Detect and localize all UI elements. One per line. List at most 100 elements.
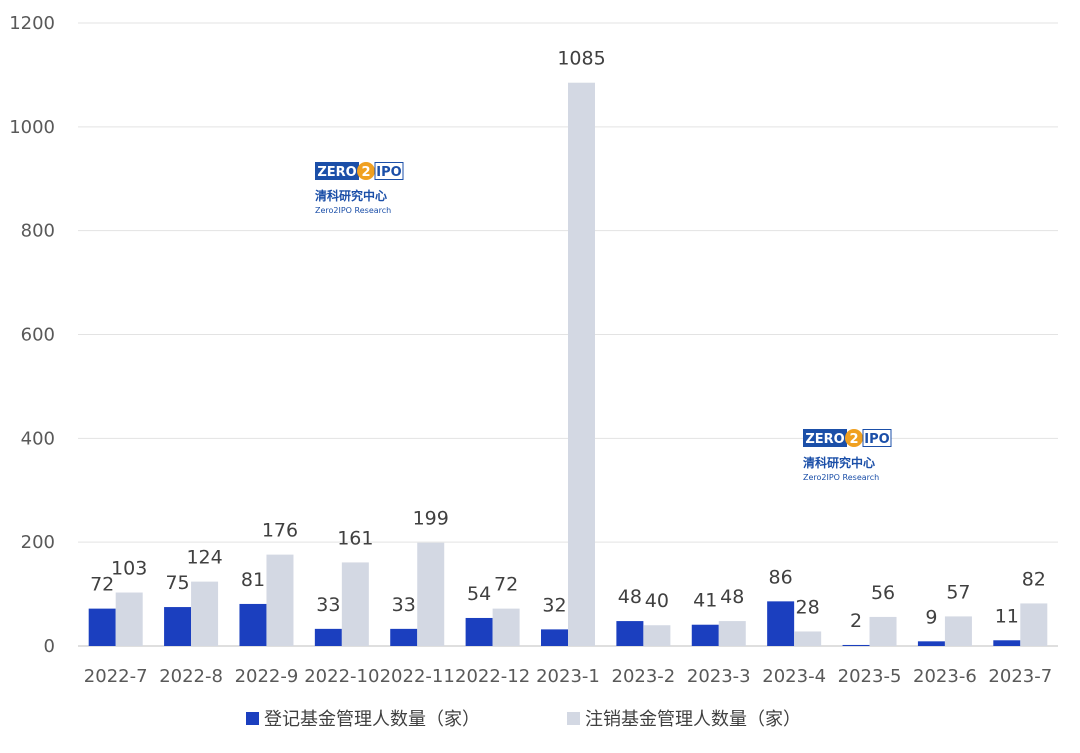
x-tick-label: 2022-8 (159, 666, 223, 687)
data-label: 199 (413, 508, 449, 530)
data-label: 2 (850, 610, 862, 632)
bar-registered (164, 607, 192, 646)
logo-text-left: ZERO (805, 432, 844, 447)
y-tick-label: 1200 (9, 13, 55, 34)
x-tick-label: 2023-7 (988, 666, 1052, 687)
y-axis: 0 200 400 600 800 1000 1200 (9, 13, 55, 657)
legend: 登记基金管理人数量（家） 注销基金管理人数量（家） (246, 709, 801, 730)
bar-deregistered (869, 616, 897, 646)
bar-deregistered (191, 581, 219, 646)
logo-text-right: IPO (376, 165, 401, 180)
data-label: 9 (925, 606, 937, 628)
logo-box-left (315, 162, 359, 180)
logo-text-left: ZERO (317, 165, 356, 180)
bar-deregistered (266, 554, 294, 646)
bar-registered (314, 628, 342, 646)
data-label: 54 (467, 583, 491, 605)
logo-cn-text: 清科研究中心 (803, 455, 875, 470)
x-tick-label: 2023-4 (762, 666, 826, 687)
data-label: 161 (337, 527, 373, 549)
bars (88, 82, 1048, 647)
x-tick-label: 2023-3 (687, 666, 751, 687)
watermark-logo: ZERO 2 IPO 清科研究中心 Zero2IPO Research (315, 162, 404, 215)
bar-deregistered (718, 621, 746, 646)
data-label: 72 (90, 574, 114, 596)
y-tick-label: 200 (21, 532, 55, 553)
bar-deregistered (1020, 603, 1048, 646)
data-label: 81 (241, 569, 265, 591)
logo-en-text: Zero2IPO Research (315, 206, 391, 215)
legend-label-registered: 登记基金管理人数量（家） (264, 709, 480, 730)
bar-deregistered (794, 631, 822, 646)
data-label: 1085 (557, 48, 605, 70)
data-label: 75 (165, 572, 189, 594)
data-label: 32 (542, 594, 566, 616)
watermark-logo: ZERO 2 IPO 清科研究中心 Zero2IPO Research (803, 429, 892, 482)
bar-registered (239, 603, 267, 646)
bar-deregistered (417, 542, 445, 646)
x-tick-label: 2023-6 (913, 666, 977, 687)
data-label: 124 (186, 547, 222, 569)
bar-registered (691, 624, 719, 646)
logo-cn-text: 清科研究中心 (315, 188, 387, 203)
x-tick-label: 2022-12 (455, 666, 530, 687)
y-tick-label: 600 (21, 325, 55, 346)
bar-registered (390, 628, 418, 646)
data-label: 56 (871, 582, 895, 604)
bar-registered (88, 608, 116, 646)
logo-box-right (862, 429, 892, 447)
logo-box-right (374, 162, 404, 180)
logo-text-mid: 2 (849, 432, 858, 447)
data-label: 86 (769, 566, 793, 588)
bar-registered (767, 601, 795, 646)
x-axis: 2022-7 2022-8 2022-9 2022-10 2022-11 2022-12 2… (84, 666, 1052, 687)
bar-deregistered (568, 82, 595, 647)
data-label: 33 (392, 594, 416, 616)
data-label: 72 (494, 574, 518, 596)
logo-text-right: IPO (864, 432, 889, 447)
data-label: 48 (618, 586, 642, 608)
data-label: 41 (693, 590, 717, 612)
legend-swatch-deregistered (567, 712, 580, 725)
data-label: 11 (995, 605, 1019, 627)
data-label: 48 (720, 586, 744, 608)
bar-deregistered (643, 625, 671, 646)
bar-registered (616, 621, 644, 646)
x-tick-label: 2023-1 (536, 666, 600, 687)
data-label: 82 (1022, 568, 1046, 590)
bar-deregistered (115, 592, 143, 646)
x-tick-label: 2022-10 (304, 666, 379, 687)
y-tick-label: 1000 (9, 117, 55, 138)
data-label: 103 (111, 558, 147, 580)
bar-registered (465, 617, 493, 646)
bar-deregistered (944, 616, 972, 646)
y-tick-label: 800 (21, 221, 55, 242)
bar-registered (917, 641, 945, 646)
legend-swatch-registered (246, 712, 259, 725)
logo-text-mid: 2 (361, 165, 370, 180)
logo-box-left (803, 429, 847, 447)
data-label: 176 (262, 520, 298, 542)
y-tick-label: 0 (44, 636, 55, 657)
logo-en-text: Zero2IPO Research (803, 473, 879, 482)
bar-registered (993, 640, 1021, 646)
x-tick-label: 2022-11 (380, 666, 455, 687)
x-tick-label: 2022-9 (235, 666, 299, 687)
bar-registered (541, 629, 568, 646)
legend-label-deregistered: 注销基金管理人数量（家） (585, 709, 801, 730)
logo-circle (845, 429, 863, 447)
x-tick-label: 2023-2 (612, 666, 676, 687)
x-tick-label: 2023-5 (838, 666, 902, 687)
bar-deregistered (492, 608, 520, 646)
bar-registered (842, 644, 870, 646)
logo-circle (357, 162, 375, 180)
data-label: 57 (946, 581, 970, 603)
data-label: 28 (796, 596, 820, 618)
data-label: 40 (645, 590, 669, 612)
data-label: 33 (316, 594, 340, 616)
x-tick-label: 2022-7 (84, 666, 148, 687)
y-tick-label: 400 (21, 428, 55, 449)
bar-deregistered (341, 562, 369, 646)
